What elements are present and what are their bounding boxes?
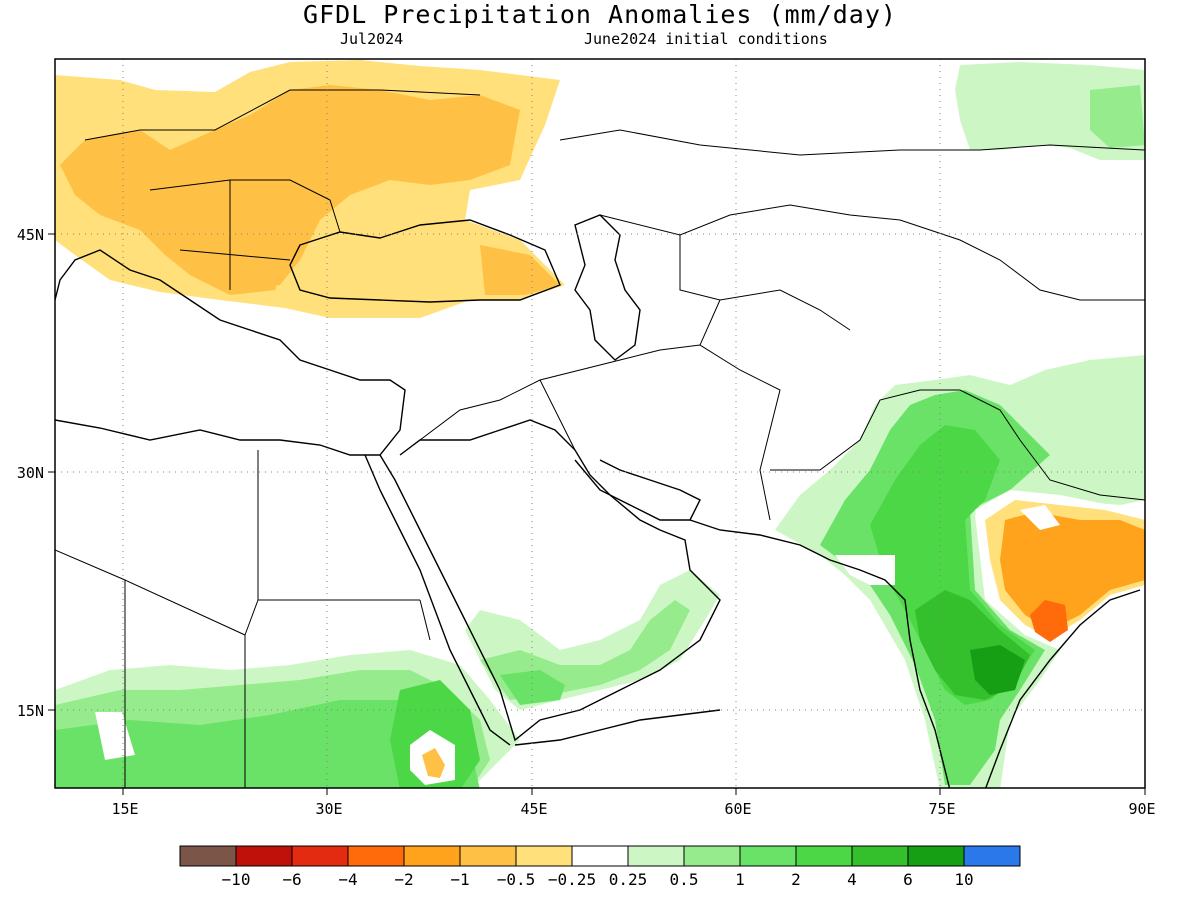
wet-region-south-asia-max: [970, 645, 1025, 695]
colorbar-swatch: [963, 845, 1021, 867]
colorbar-swatch: [347, 845, 405, 867]
lat-tick-labels: 45N 30N 15N: [17, 226, 44, 720]
anomaly-fields: [55, 60, 1145, 788]
caspian-sea-coast: [574, 214, 641, 361]
black-sea-coast: [289, 219, 561, 303]
mediterranean-coast: [55, 249, 406, 456]
colorbar-label: −0.5: [497, 870, 536, 889]
colorbar-label: −1: [450, 870, 469, 889]
dry-region-east-india-mid: [1000, 512, 1145, 630]
colorbar-label: −4: [338, 870, 357, 889]
border-south-asia: [770, 389, 1145, 501]
coastlines: [55, 214, 1141, 788]
colorbar-label: 4: [847, 870, 857, 889]
colorbar-swatch: [739, 845, 797, 867]
border-north-asia: [559, 129, 1145, 301]
colorbar-label: −10: [222, 870, 251, 889]
colorbar: [179, 845, 1021, 867]
colorbar-swatch: [683, 845, 741, 867]
lon-label-75e: 75E: [928, 800, 955, 818]
map-title: GFDL Precipitation Anomalies (mm/day): [303, 0, 897, 29]
tick-marks: [48, 233, 1146, 795]
dry-region-east-india-core: [1030, 600, 1068, 642]
wet-region-north-central-asia-core: [1090, 85, 1145, 148]
forecast-month: Jul2024: [340, 30, 404, 48]
colorbar-swatch: [795, 845, 853, 867]
arabian-peninsula-coast: [379, 419, 721, 742]
dry-region-east-india-gap: [1020, 505, 1060, 530]
colorbar-swatch: [291, 845, 349, 867]
colorbar-label: −6: [282, 870, 301, 889]
colorbar-label: 0.25: [609, 870, 648, 889]
colorbar-swatch: [851, 845, 909, 867]
political-borders: [55, 89, 1145, 788]
colorbar-swatch: [907, 845, 965, 867]
wet-region-yemen-core: [500, 670, 565, 705]
colorbar-label: 6: [903, 870, 913, 889]
persian-gulf-coast: [574, 459, 701, 521]
colorbar-label: −2: [394, 870, 413, 889]
dry-region-europe-core: [60, 85, 520, 290]
colorbar-label: 1: [735, 870, 745, 889]
lat-label-15n: 15N: [17, 702, 44, 720]
colorbar-labels: −10 −6 −4 −2 −1 −0.5 −0.25 0.25 0.5 1 2 4 6 10: [222, 870, 974, 889]
wet-region-sahel-strong: [55, 700, 480, 788]
border-europe: [84, 89, 481, 290]
colorbar-swatch: [403, 845, 461, 867]
colorbar-swatch: [459, 845, 517, 867]
india-east-coast: [985, 589, 1141, 788]
dry-region-black-sea-north: [480, 245, 560, 295]
colorbar-swatch: [515, 845, 573, 867]
colorbar-swatch: [627, 845, 685, 867]
south-asia-coast: [689, 519, 951, 788]
lat-label-30n: 30N: [17, 464, 44, 482]
gulf-of-aden-coast: [514, 709, 721, 746]
lon-tick-labels: 15E 30E 45E 60E 75E 90E: [111, 800, 1155, 818]
initial-conditions: June2024 initial conditions: [584, 30, 828, 48]
lon-label-15e: 15E: [111, 800, 138, 818]
lat-label-45n: 45N: [17, 226, 44, 244]
red-sea-west-coast: [364, 454, 511, 746]
lon-label-45e: 45E: [520, 800, 547, 818]
colorbar-swatch: [179, 845, 237, 867]
colorbar-label: −0.25: [548, 870, 596, 889]
colorbar-label: 0.5: [670, 870, 699, 889]
lon-label-90e: 90E: [1128, 800, 1155, 818]
colorbar-swatch: [571, 845, 629, 867]
dry-region-ethiopia-core: [422, 748, 445, 778]
colorbar-swatch: [235, 845, 293, 867]
border-africa-grid: [55, 450, 431, 788]
lon-label-60e: 60E: [724, 800, 751, 818]
colorbar-label: 2: [791, 870, 801, 889]
colorbar-label: 10: [954, 870, 973, 889]
lon-label-30e: 30E: [315, 800, 342, 818]
border-middle-east: [419, 344, 701, 451]
map-frame: [54, 58, 1146, 789]
